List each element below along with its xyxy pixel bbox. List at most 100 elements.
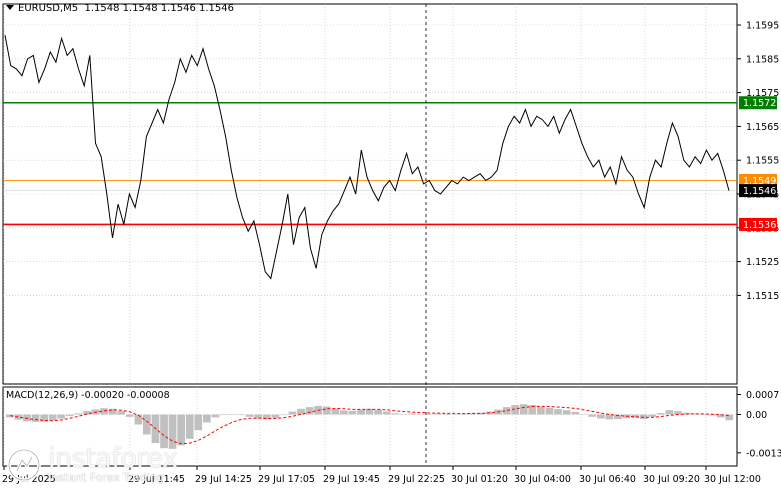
- macd-bar: [31, 414, 40, 422]
- macd-bar: [656, 413, 665, 415]
- x-tick-label: 29 Jul 17:05: [258, 474, 315, 485]
- macd-bar: [348, 410, 357, 415]
- price-line: [4, 35, 730, 280]
- macd-bar: [288, 411, 297, 415]
- level-tag-label: 1.1536: [743, 220, 776, 231]
- macd-bar: [177, 414, 185, 446]
- macd-bar: [665, 410, 674, 415]
- macd-bar: [125, 414, 134, 417]
- macd-bar: [639, 414, 648, 420]
- x-tick-label: 30 Jul 09:20: [643, 474, 700, 485]
- macd-bar: [554, 409, 562, 415]
- macd-bar: [134, 414, 143, 425]
- y-tick-label: 1.1515: [746, 291, 779, 302]
- macd-bar: [271, 414, 280, 418]
- macd-bar: [511, 405, 519, 415]
- symbol-label: EURUSD,M5: [18, 3, 79, 14]
- macd-bar: [691, 413, 699, 415]
- logo-name: instaforex: [48, 443, 178, 474]
- macd-bar: [340, 410, 348, 415]
- x-tick-label: 29 Jul 22:25: [388, 474, 445, 485]
- level-tag: 1.1572: [739, 96, 777, 110]
- macd-bar: [211, 414, 220, 418]
- level-tag: 1.1549: [739, 173, 777, 187]
- macd-bar: [160, 414, 168, 449]
- macd-bar: [382, 411, 391, 415]
- x-tick-label: 29 Jul 19:45: [323, 474, 380, 485]
- macd-bar: [417, 413, 425, 415]
- x-tick-label: 29 Jul 11:45: [128, 474, 185, 485]
- macd-bar: [40, 414, 48, 422]
- macd-bar: [83, 411, 91, 415]
- macd-bar: [228, 414, 237, 415]
- macd-bar: [203, 414, 211, 423]
- macd-bar: [725, 414, 734, 421]
- macd-bar: [57, 414, 66, 419]
- macd-bar: [648, 414, 657, 417]
- macd-bar: [374, 409, 382, 415]
- macd-bar: [451, 414, 460, 415]
- y-tick-label: 0.00: [746, 410, 767, 421]
- macd-bar: [322, 406, 331, 415]
- level-tag-box: [739, 184, 777, 198]
- macd-bar: [391, 413, 400, 415]
- macd-bar: [14, 414, 23, 420]
- level-tag-label: 1.1549: [743, 176, 776, 187]
- macd-bar: [297, 408, 305, 415]
- macd-bar: [74, 413, 83, 415]
- macd-bar: [468, 413, 477, 415]
- macd-bar: [528, 405, 537, 415]
- macd-bar: [143, 414, 151, 435]
- x-tick-label: 29 Jul 14:25: [195, 474, 252, 485]
- level-tag-label: 1.1546: [743, 186, 776, 197]
- macd-bar: [108, 408, 117, 415]
- macd-bar: [571, 411, 579, 415]
- instaforex-logo: instaforex Instant Forex Trading: [6, 443, 178, 484]
- y-tick-label: 1.1525: [746, 257, 779, 268]
- macd-bar: [519, 404, 528, 415]
- y-tick-label: 1.1575: [746, 88, 779, 99]
- y-tick-label: -0.00134: [746, 448, 781, 459]
- level-tag-box: [739, 96, 777, 110]
- macd-bar: [245, 414, 254, 417]
- x-tick-label: 30 Jul 01:20: [451, 474, 508, 485]
- y-tick-label: 1.1555: [746, 156, 779, 167]
- macd-bar: [631, 414, 639, 418]
- x-tick-label: 30 Jul 12:00: [704, 474, 761, 485]
- macd-bar: [6, 414, 14, 418]
- level-tag-label: 1.1572: [743, 98, 776, 109]
- level-tag-box: [739, 173, 777, 187]
- chart-header: EURUSD,M5 1.1548 1.1548 1.1546 1.1546: [6, 3, 234, 14]
- macd-bar: [614, 414, 622, 420]
- macd-bar: [716, 414, 725, 418]
- macd-bar: [185, 414, 194, 439]
- macd-bar: [280, 414, 288, 416]
- macd-bar: [442, 413, 451, 415]
- instaforex-logo-icon: [7, 448, 41, 482]
- macd-bar: [708, 414, 716, 416]
- macd-bar: [545, 407, 554, 415]
- macd-bar: [305, 407, 314, 415]
- macd-bar: [254, 414, 263, 419]
- y-tick-label: 0.0007: [746, 390, 779, 401]
- macd-bar: [502, 407, 511, 415]
- macd-bar: [400, 414, 408, 415]
- macd-bar: [477, 412, 485, 415]
- macd-bar: [194, 414, 203, 431]
- macd-bar: [699, 414, 708, 415]
- macd-bar: [237, 414, 245, 416]
- macd-bar: [597, 414, 605, 419]
- macd-bar: [425, 414, 434, 415]
- macd-bar: [168, 414, 177, 449]
- y-tick-label: 1.1585: [746, 54, 779, 65]
- macd-bar: [674, 411, 682, 415]
- symbol-dropdown-icon[interactable]: [6, 5, 14, 10]
- macd-bar: [579, 414, 588, 415]
- macd-bar: [537, 406, 545, 415]
- x-tick-label: 30 Jul 04:00: [514, 474, 571, 485]
- macd-bar: [434, 413, 442, 415]
- macd-bar: [588, 414, 597, 417]
- macd-bar: [331, 408, 340, 415]
